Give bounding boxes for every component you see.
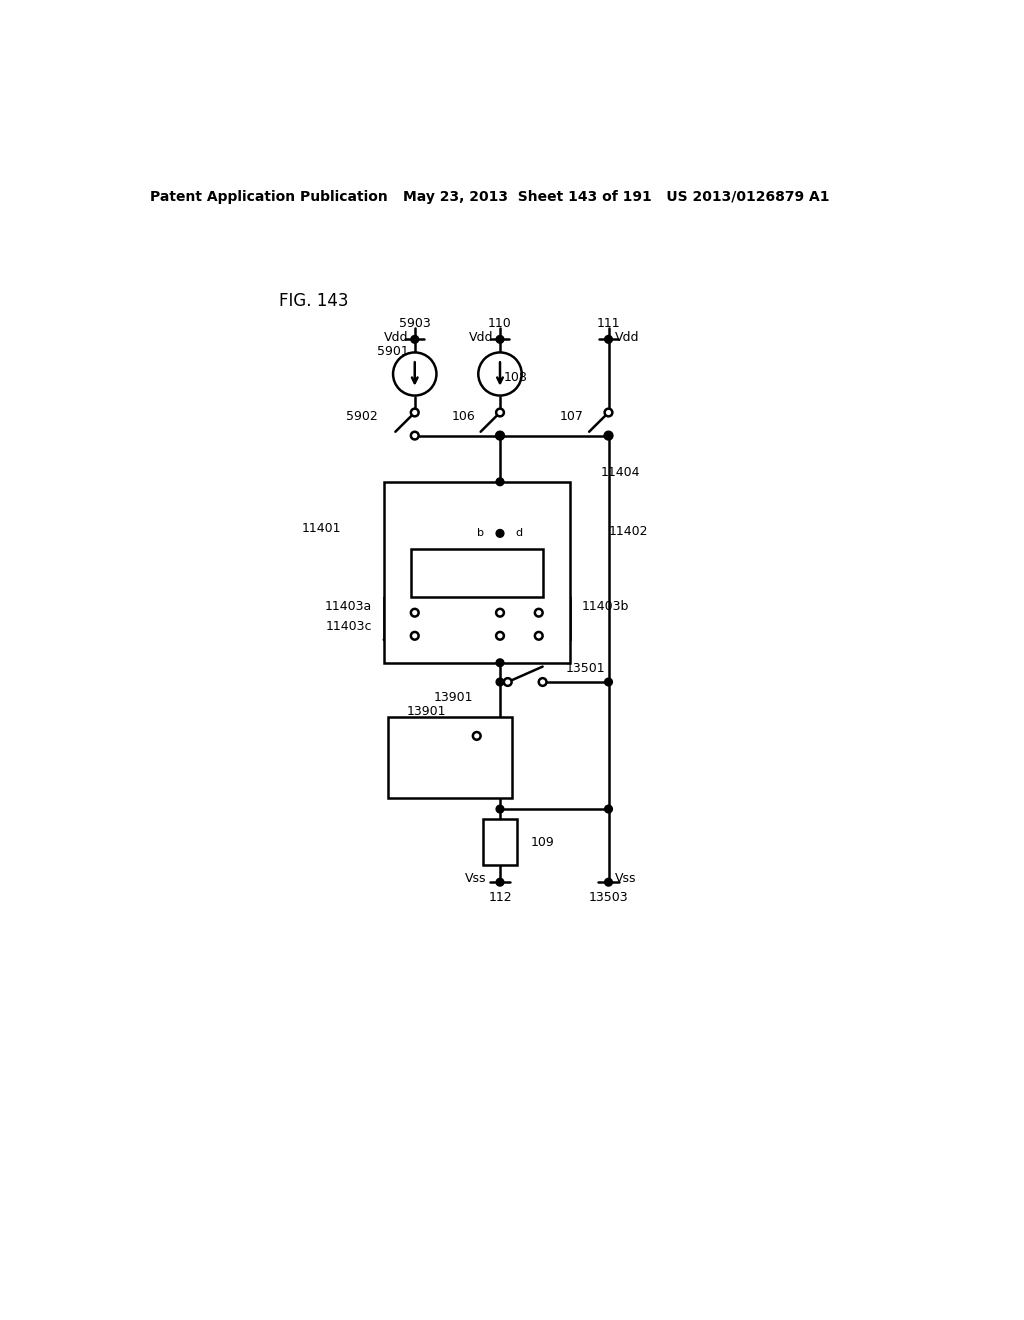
Circle shape [496, 409, 504, 416]
Circle shape [496, 805, 504, 813]
Circle shape [604, 409, 612, 416]
Circle shape [496, 432, 504, 440]
Circle shape [496, 878, 504, 886]
Text: 108: 108 [504, 371, 527, 384]
Text: 13501: 13501 [566, 661, 605, 675]
Text: Patent Application Publication: Patent Application Publication [150, 190, 387, 203]
Circle shape [604, 432, 612, 440]
Text: Vss: Vss [614, 871, 636, 884]
Text: 107: 107 [560, 409, 584, 422]
Bar [483, 818, 517, 866]
Circle shape [504, 678, 512, 686]
Text: 111: 111 [597, 317, 621, 330]
Circle shape [411, 432, 419, 440]
Text: 11404: 11404 [601, 466, 640, 479]
Text: May 23, 2013  Sheet 143 of 191   US 2013/0126879 A1: May 23, 2013 Sheet 143 of 191 US 2013/01… [403, 190, 829, 203]
Bar [411, 549, 543, 598]
Circle shape [604, 432, 612, 440]
Circle shape [478, 352, 521, 396]
Circle shape [539, 678, 547, 686]
Circle shape [604, 878, 612, 886]
Circle shape [496, 632, 504, 640]
Text: FIG. 143: FIG. 143 [280, 292, 348, 310]
Text: 13901: 13901 [407, 705, 445, 718]
Text: 5902: 5902 [346, 409, 378, 422]
Text: Vdd: Vdd [614, 330, 639, 343]
Text: 13503: 13503 [589, 891, 629, 904]
Text: 110: 110 [488, 317, 512, 330]
Circle shape [496, 609, 504, 616]
Text: 106: 106 [452, 409, 475, 422]
Circle shape [535, 609, 543, 616]
Bar [384, 482, 569, 663]
Text: 11401: 11401 [302, 521, 341, 535]
Circle shape [496, 432, 504, 440]
Circle shape [604, 805, 612, 813]
Circle shape [535, 632, 543, 640]
Text: Vdd: Vdd [384, 330, 409, 343]
Text: 13901: 13901 [433, 690, 473, 704]
Text: 11403c: 11403c [326, 620, 372, 634]
Circle shape [604, 335, 612, 343]
Circle shape [411, 632, 419, 640]
Text: 5903: 5903 [399, 317, 431, 330]
Text: 11402: 11402 [608, 525, 648, 539]
Text: 11403a: 11403a [325, 601, 372, 612]
Text: 112: 112 [488, 891, 512, 904]
Text: 11403b: 11403b [582, 601, 629, 612]
Circle shape [496, 659, 504, 667]
Text: b: b [477, 528, 484, 539]
Circle shape [496, 678, 504, 686]
Circle shape [411, 409, 419, 416]
Text: Vss: Vss [465, 871, 486, 884]
Circle shape [473, 733, 480, 739]
Text: d: d [479, 722, 486, 731]
Circle shape [393, 352, 436, 396]
Circle shape [604, 678, 612, 686]
Bar [388, 717, 512, 797]
Circle shape [496, 529, 504, 537]
Text: 5901: 5901 [377, 345, 409, 358]
Circle shape [411, 609, 419, 616]
Circle shape [496, 335, 504, 343]
Circle shape [411, 335, 419, 343]
Circle shape [496, 478, 504, 486]
Text: Vdd: Vdd [469, 330, 494, 343]
Text: d: d [515, 528, 522, 539]
Text: 109: 109 [531, 836, 555, 849]
